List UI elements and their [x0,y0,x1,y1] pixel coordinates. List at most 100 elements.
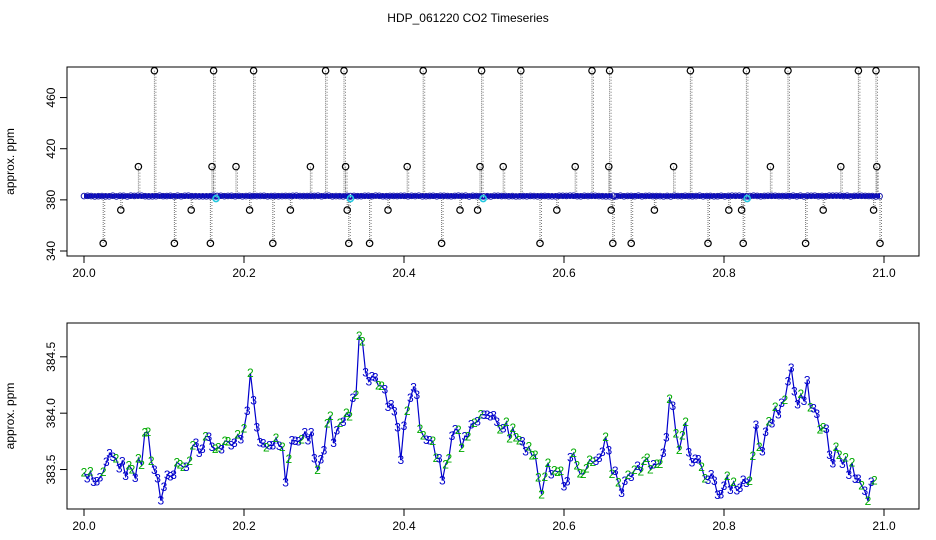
series-marker: 2 [570,446,577,460]
series-marker: 3 [829,457,836,471]
series-marker: 2 [573,459,580,473]
series-marker: 3 [164,468,171,482]
baseline-points [80,192,883,200]
series-marker: 3 [775,408,782,422]
series-marker: 2 [609,467,616,481]
series-marker: 3 [628,470,635,484]
baseline-point [807,192,815,200]
series-marker: 3 [711,474,718,488]
baseline-point [271,192,279,200]
baseline-point [199,192,207,200]
series-marker: 2 [682,415,689,429]
baseline-point [141,192,149,200]
series-marker: 3 [845,468,852,482]
baseline-point [836,192,844,200]
series-marker: 2 [551,464,558,478]
series-marker: 3 [692,452,699,466]
series-marker: 3 [321,443,328,457]
series-marker: 2 [836,448,843,462]
series-marker: 2 [420,429,427,443]
baseline-point [296,192,304,200]
outlier-point [605,66,614,75]
baseline-point [656,192,664,200]
cyan-point [212,194,220,203]
series-marker: 2 [298,432,305,446]
outlier-point [187,206,196,214]
baseline-point [591,192,599,200]
y-tick-label: 380 [44,190,58,210]
outlier-point [286,206,295,214]
series-marker: 2 [765,414,772,428]
series-marker: 3 [685,445,692,459]
series-marker: 2 [458,441,465,455]
outlier-point [854,66,863,75]
series-marker: 2 [346,410,353,424]
series-marker: 3 [439,473,446,487]
series-line [83,334,875,502]
baseline-point [761,192,768,200]
y-tick-label: 340 [44,241,58,261]
series-marker: 2 [465,430,472,444]
baseline-point [523,193,531,200]
series-marker: 3 [714,488,721,502]
cyan-point [743,194,752,203]
baseline-point [462,192,469,200]
series-marker: 2 [81,465,88,479]
baseline-point [800,193,808,200]
outlier-point [384,206,392,214]
series-marker: 2 [279,440,286,454]
series-marker: 3 [567,451,574,465]
baseline-point [131,192,138,200]
series-marker: 2 [525,440,532,454]
baseline-point [285,192,293,200]
series-markers: 2323332333233322322222333333322232233323… [81,329,878,508]
series-marker: 3 [705,473,712,487]
baseline-point [239,193,246,200]
series-marker: 2 [673,427,680,441]
baseline-point [102,193,109,200]
baseline-point [512,193,520,200]
outlier-point [249,66,258,75]
baseline-point [354,192,361,200]
outlier-point [321,66,330,75]
series-marker: 2 [215,440,222,454]
series-marker: 2 [583,462,590,476]
series-marker: 2 [433,451,440,465]
baseline-point [552,193,559,200]
series-marker: 3 [116,461,123,475]
series-marker: 2 [202,429,209,443]
x-tick-label: 20.4 [392,266,416,280]
outlier-point [209,66,218,75]
baseline-point [419,193,426,200]
series-marker: 3 [839,457,846,471]
outlier-point [419,66,428,75]
series-marker: 3 [423,433,430,447]
series-marker: 2 [285,452,292,466]
series-marker: 3 [257,435,264,449]
series-marker: 2 [417,422,424,436]
baseline-point [408,192,415,200]
baseline-point [789,192,797,200]
series-marker: 3 [500,422,507,436]
outlier-point [784,66,792,75]
series-marker: 3 [301,425,308,439]
baseline-point [455,192,462,199]
baseline-point [95,192,102,200]
series-marker: 2 [314,463,321,477]
baseline-point [170,193,178,200]
series-marker: 3 [228,438,235,452]
baseline-point [235,192,243,200]
baseline-point [123,193,131,200]
series-marker: 3 [365,375,372,389]
series-marker: 3 [804,374,811,388]
series-marker: 2 [356,329,363,343]
series-marker: 3 [394,420,401,434]
baseline-point [444,192,451,200]
series-marker: 3 [151,463,158,477]
baseline-point [361,192,369,200]
baseline-point [260,192,268,200]
baseline-point [365,192,372,200]
series-marker: 3 [154,471,161,485]
series-marker: 2 [173,455,180,469]
series-marker: 3 [161,480,168,494]
